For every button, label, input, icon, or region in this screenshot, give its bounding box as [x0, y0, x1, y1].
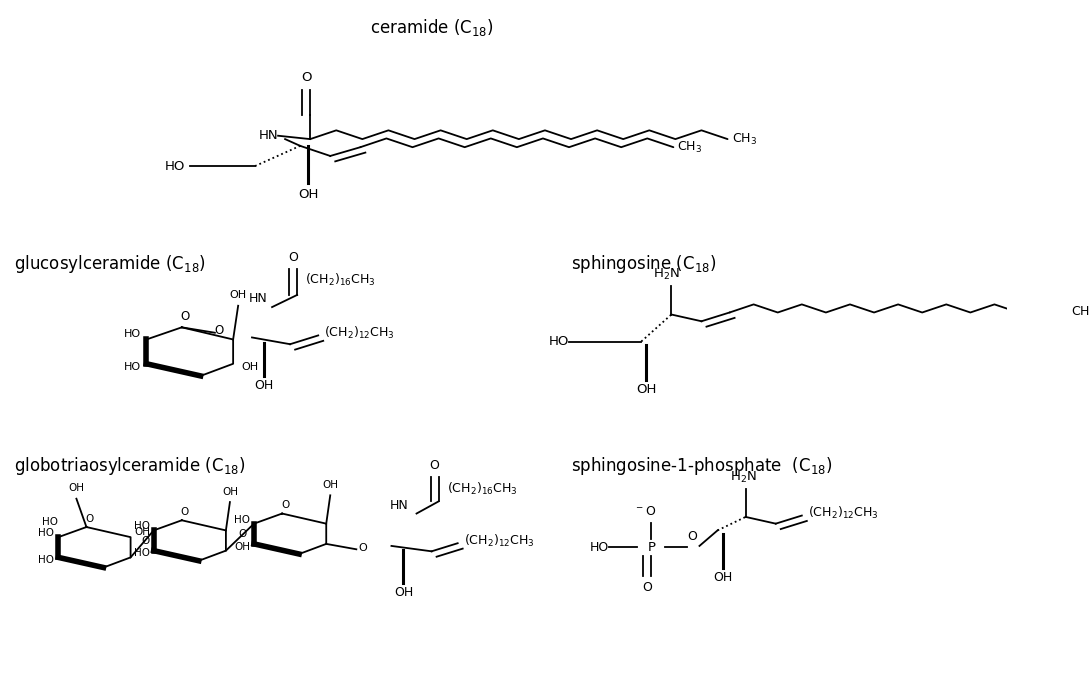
- Text: sphingosine (C$_{18}$): sphingosine (C$_{18}$): [571, 253, 716, 275]
- Text: CH$_3$: CH$_3$: [1070, 305, 1090, 320]
- Text: OH: OH: [254, 379, 274, 392]
- Text: CH$_3$: CH$_3$: [677, 139, 703, 155]
- Text: H$_2$N: H$_2$N: [653, 267, 680, 282]
- Text: O: O: [181, 507, 189, 517]
- Text: HO: HO: [548, 335, 569, 348]
- Text: HO: HO: [124, 329, 142, 339]
- Text: HO: HO: [38, 555, 54, 565]
- Text: O: O: [301, 72, 312, 85]
- Text: HO: HO: [590, 541, 609, 554]
- Text: HN: HN: [249, 292, 267, 305]
- Text: O: O: [215, 324, 225, 337]
- Text: $^-$O: $^-$O: [634, 505, 656, 518]
- Text: CH$_3$: CH$_3$: [731, 132, 756, 147]
- Text: (CH$_2$)$_{12}$CH$_3$: (CH$_2$)$_{12}$CH$_3$: [463, 533, 534, 548]
- Text: HO: HO: [38, 528, 54, 538]
- Text: O: O: [688, 530, 698, 543]
- Text: HO: HO: [234, 514, 250, 525]
- Text: OH: OH: [230, 290, 246, 301]
- Text: glucosylceramide (C$_{18}$): glucosylceramide (C$_{18}$): [14, 253, 206, 275]
- Text: O: O: [288, 251, 298, 264]
- Text: OH: OH: [241, 362, 258, 372]
- Text: HN: HN: [258, 129, 278, 142]
- Text: globotriaosylceramide (C$_{18}$): globotriaosylceramide (C$_{18}$): [14, 456, 245, 477]
- Text: H$_2$N: H$_2$N: [730, 469, 758, 484]
- Text: OH: OH: [298, 189, 318, 201]
- Text: OH: OH: [713, 571, 732, 584]
- Text: O: O: [239, 529, 247, 539]
- Text: OH: OH: [393, 587, 413, 600]
- Text: O: O: [141, 535, 149, 546]
- Text: HO: HO: [43, 516, 59, 527]
- Text: sphingosine-1-phosphate  (C$_{18}$): sphingosine-1-phosphate (C$_{18}$): [571, 456, 833, 477]
- Text: OH: OH: [637, 383, 656, 396]
- Text: O: O: [180, 310, 190, 323]
- Text: HO: HO: [165, 160, 185, 173]
- Text: O: O: [85, 514, 94, 524]
- Text: O: O: [359, 543, 367, 553]
- Text: O: O: [642, 581, 652, 594]
- Text: OH: OH: [134, 527, 150, 537]
- Text: OH: OH: [323, 480, 338, 490]
- Text: HO: HO: [124, 362, 142, 372]
- Text: HN: HN: [390, 499, 409, 512]
- Text: HO: HO: [134, 521, 149, 531]
- Text: P: P: [647, 541, 655, 554]
- Text: O: O: [429, 459, 439, 472]
- Text: (CH$_2$)$_{12}$CH$_3$: (CH$_2$)$_{12}$CH$_3$: [808, 505, 879, 521]
- Text: ceramide (C$_{18}$): ceramide (C$_{18}$): [371, 17, 494, 38]
- Text: O: O: [281, 500, 289, 510]
- Text: (CH$_2$)$_{12}$CH$_3$: (CH$_2$)$_{12}$CH$_3$: [324, 324, 395, 341]
- Text: (CH$_2$)$_{16}$CH$_3$: (CH$_2$)$_{16}$CH$_3$: [447, 482, 518, 497]
- Text: (CH$_2$)$_{16}$CH$_3$: (CH$_2$)$_{16}$CH$_3$: [305, 272, 376, 288]
- Text: OH: OH: [69, 484, 84, 493]
- Text: OH: OH: [234, 542, 250, 552]
- Text: OH: OH: [222, 487, 238, 497]
- Text: HO: HO: [134, 548, 149, 558]
